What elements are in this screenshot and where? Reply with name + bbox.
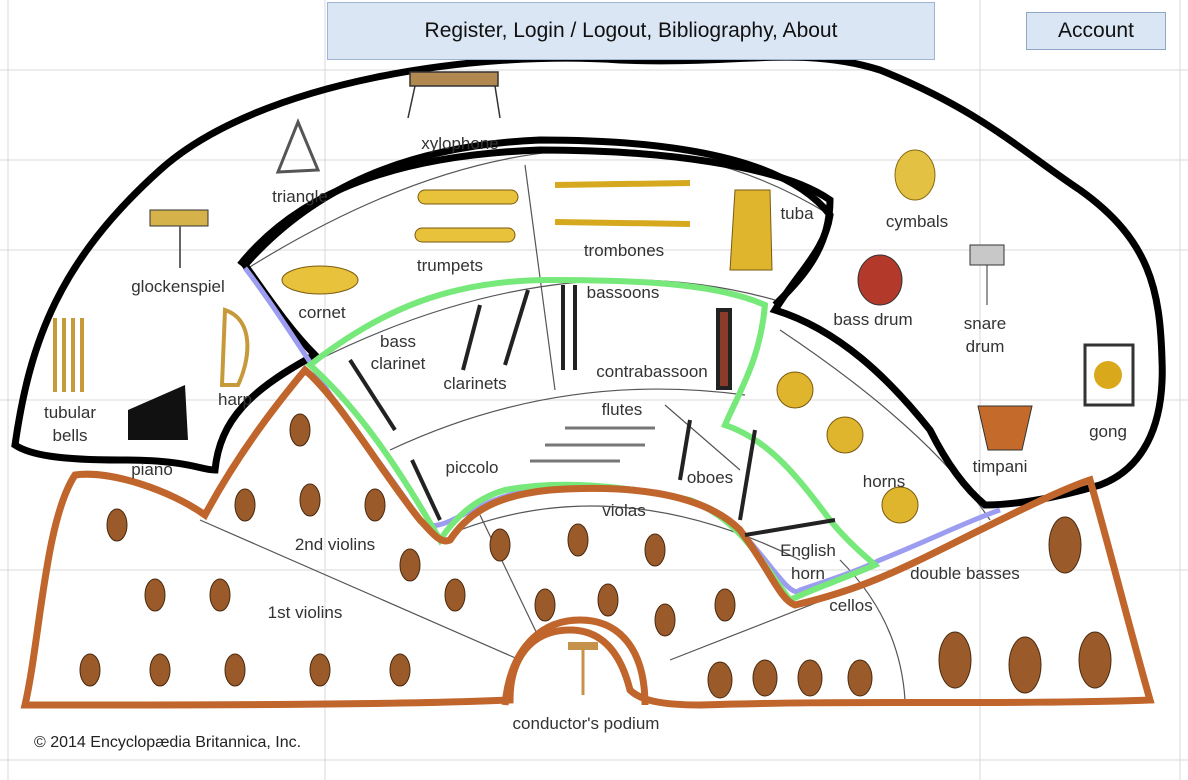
divider-4 [199, 519, 521, 661]
label-conductor-podium: conductor's podium [513, 714, 660, 733]
copyright-text: © 2014 Encyclopædia Britannica, Inc. [34, 734, 302, 751]
snare-drum-icon [969, 244, 1005, 305]
cymbals-icon [894, 149, 936, 201]
violin-icons [79, 413, 873, 699]
label-timpani: timpani [973, 457, 1028, 476]
label-english-horn-1: English [780, 541, 836, 560]
account-button[interactable]: Account [1026, 12, 1166, 50]
xylophone-icon [407, 71, 501, 119]
label-clarinets: clarinets [443, 374, 506, 393]
strings-outline [20, 365, 1155, 709]
brass-outline [237, 146, 834, 308]
harp-icon [219, 307, 250, 387]
triangle-icon [275, 118, 321, 174]
glockenspiel-icon [149, 209, 209, 268]
tubular-bells-icon [53, 318, 84, 392]
label-flutes: flutes [602, 400, 643, 419]
label-bass-drum: bass drum [833, 310, 912, 329]
label-1st-violins: 1st violins [268, 603, 343, 622]
label-tubular-1: tubular [44, 403, 96, 422]
piano-icon [128, 385, 188, 440]
double-bass-icons [938, 516, 1112, 694]
label-bass-clarinet-1: bass [380, 332, 416, 351]
woodwind-inner-arc [317, 279, 776, 361]
label-trumpets: trumpets [417, 256, 483, 275]
cornet-icon [281, 265, 359, 295]
woodwind-icons [348, 285, 836, 537]
label-xylophone: xylophone [421, 134, 499, 153]
label-triangle: triangle [272, 187, 328, 206]
label-snare-1: snare [964, 314, 1007, 333]
label-bass-clarinet-2: clarinet [371, 354, 426, 373]
label-piano: piano [131, 460, 173, 479]
gong-icon [1083, 343, 1135, 407]
label-gong: gong [1089, 422, 1127, 441]
woodwind-arc-2 [389, 388, 746, 451]
label-cellos: cellos [829, 596, 872, 615]
label-harp: harp [218, 390, 252, 409]
label-snare-2: drum [966, 337, 1005, 356]
label-oboes: oboes [687, 468, 733, 487]
label-2nd-violins: 2nd violins [295, 535, 375, 554]
label-tubular-2: bells [53, 426, 88, 445]
trombones-icon [554, 180, 691, 227]
label-contrabassoon: contrabassoon [596, 362, 708, 381]
label-cornet: cornet [298, 303, 346, 322]
label-piccolo: piccolo [446, 458, 499, 477]
nav-links-bar[interactable]: Register, Login / Logout, Bibliography, … [327, 2, 935, 60]
flutes-icon [530, 426, 655, 463]
trumpets-icon [414, 189, 519, 243]
timpani-icon [977, 405, 1033, 451]
label-tuba: tuba [780, 204, 814, 223]
tuba-icon [729, 189, 773, 271]
label-double-basses: double basses [910, 564, 1020, 583]
bass-drum-icon [857, 254, 903, 306]
conductor-podium-icon [568, 642, 598, 695]
label-english-horn-2: horn [791, 564, 825, 583]
divider-3 [479, 514, 541, 641]
label-horns: horns [863, 472, 906, 491]
horns-icon [776, 371, 919, 524]
divider-2 [664, 404, 741, 471]
label-violas: violas [602, 501, 645, 520]
woodwind-outline [305, 276, 881, 604]
podium-outline [501, 616, 649, 706]
label-trombones: trombones [584, 241, 664, 260]
label-glockenspiel: glockenspiel [131, 277, 225, 296]
label-cymbals: cymbals [886, 212, 948, 231]
strings-inner-arc [459, 505, 801, 561]
label-bassoons: bassoons [587, 283, 660, 302]
